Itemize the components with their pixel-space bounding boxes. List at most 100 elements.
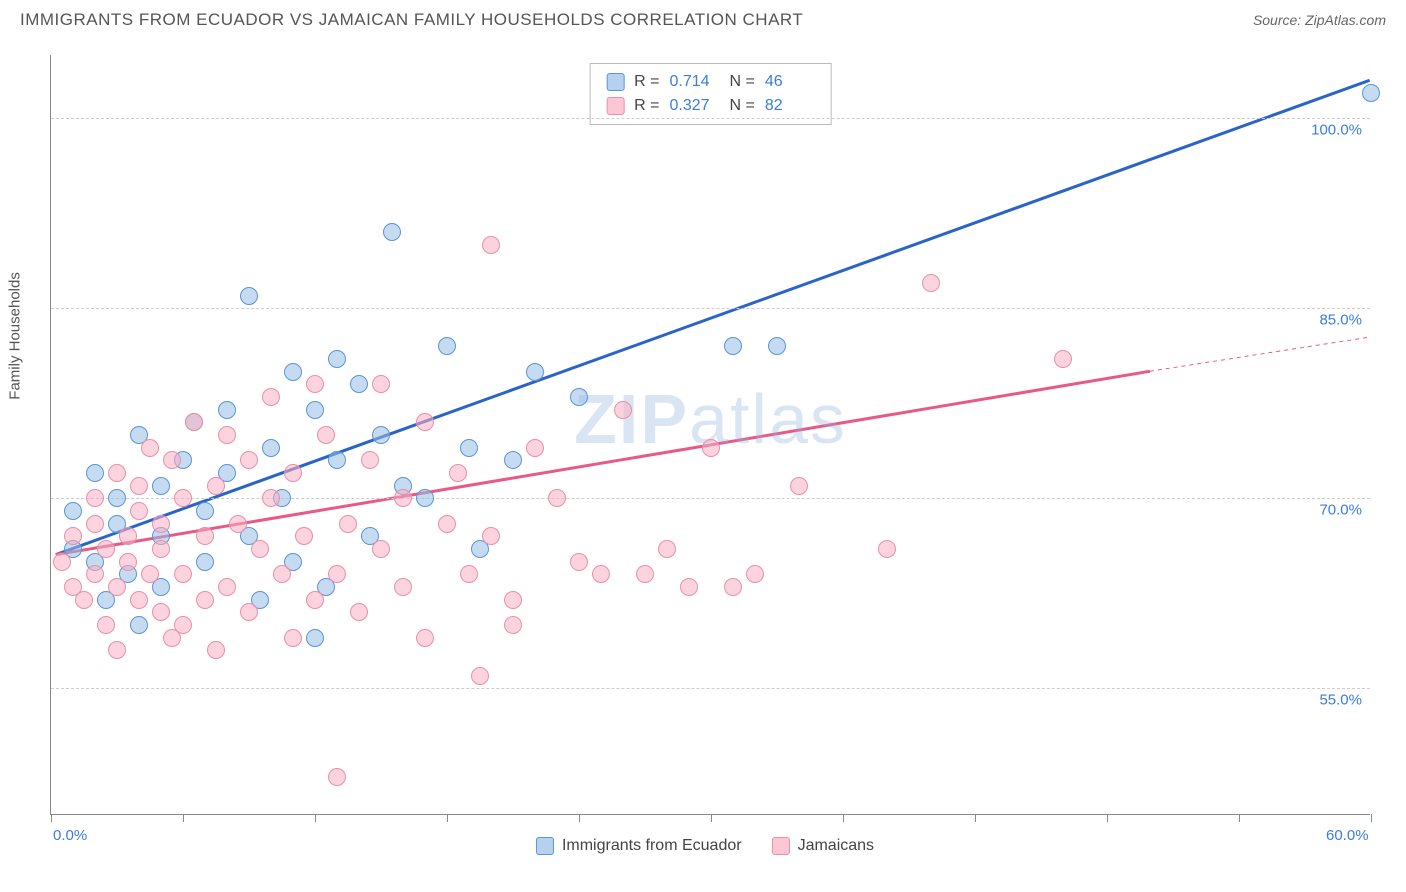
x-tick [447, 814, 448, 822]
data-point [702, 439, 720, 457]
data-point [922, 274, 940, 292]
data-point [262, 439, 280, 457]
x-tick [51, 814, 52, 822]
data-point [130, 477, 148, 495]
data-point [152, 603, 170, 621]
data-point [251, 540, 269, 558]
data-point [504, 616, 522, 634]
data-point [207, 641, 225, 659]
data-point [416, 629, 434, 647]
data-point [284, 363, 302, 381]
stat-n-label: N = [730, 70, 755, 94]
x-tick [183, 814, 184, 822]
data-point [174, 565, 192, 583]
data-point [262, 388, 280, 406]
data-point [97, 616, 115, 634]
stats-legend-box: R = 0.714 N = 46 R = 0.327 N = 82 [589, 63, 832, 125]
y-tick-label: 85.0% [1319, 312, 1362, 329]
gridline-h [51, 118, 1370, 119]
data-point [295, 527, 313, 545]
data-point [119, 553, 137, 571]
data-point [1362, 84, 1380, 102]
data-point [152, 515, 170, 533]
data-point [658, 540, 676, 558]
x-tick [1107, 814, 1108, 822]
data-point [636, 565, 654, 583]
data-point [218, 578, 236, 596]
trend-lines-svg [51, 55, 1370, 814]
data-point [383, 223, 401, 241]
data-point [284, 464, 302, 482]
stat-r-value: 0.327 [670, 94, 720, 118]
y-tick-label: 55.0% [1319, 692, 1362, 709]
data-point [746, 565, 764, 583]
data-point [86, 489, 104, 507]
trend-line-dashed [1150, 337, 1370, 371]
legend-item-ecuador: Immigrants from Ecuador [536, 837, 742, 855]
data-point [526, 439, 544, 457]
x-tick [975, 814, 976, 822]
legend-label: Immigrants from Ecuador [562, 837, 742, 855]
data-point [790, 477, 808, 495]
chart-title: IMMIGRANTS FROM ECUADOR VS JAMAICAN FAMI… [20, 10, 803, 30]
data-point [350, 603, 368, 621]
data-point [482, 236, 500, 254]
stat-r-label: R = [634, 70, 659, 94]
data-point [306, 401, 324, 419]
stat-r-value: 0.714 [670, 70, 720, 94]
stat-n-value: 46 [765, 70, 815, 94]
data-point [108, 578, 126, 596]
x-tick-label: 0.0% [53, 827, 87, 844]
data-point [108, 464, 126, 482]
data-point [592, 565, 610, 583]
data-point [207, 477, 225, 495]
data-point [97, 540, 115, 558]
data-point [108, 641, 126, 659]
bottom-legend: Immigrants from Ecuador Jamaicans [536, 837, 874, 855]
data-point [570, 553, 588, 571]
data-point [306, 375, 324, 393]
gridline-h [51, 688, 1370, 689]
data-point [416, 489, 434, 507]
data-point [372, 540, 390, 558]
data-point [328, 768, 346, 786]
plot-area: ZIPatlas R = 0.714 N = 46 R = 0.327 N = … [50, 55, 1370, 815]
legend-item-jamaicans: Jamaicans [772, 837, 874, 855]
stat-n-value: 82 [765, 94, 815, 118]
data-point [306, 629, 324, 647]
data-point [163, 451, 181, 469]
data-point [240, 287, 258, 305]
data-point [284, 629, 302, 647]
data-point [130, 616, 148, 634]
data-point [141, 439, 159, 457]
data-point [141, 565, 159, 583]
data-point [526, 363, 544, 381]
x-tick [1239, 814, 1240, 822]
x-tick [315, 814, 316, 822]
data-point [64, 502, 82, 520]
data-point [64, 527, 82, 545]
data-point [460, 439, 478, 457]
data-point [196, 591, 214, 609]
data-point [460, 565, 478, 583]
data-point [86, 464, 104, 482]
data-point [680, 578, 698, 596]
data-point [53, 553, 71, 571]
data-point [86, 565, 104, 583]
data-point [328, 565, 346, 583]
data-point [449, 464, 467, 482]
swatch-icon [772, 837, 790, 855]
data-point [196, 553, 214, 571]
chart-container: Family Households ZIPatlas R = 0.714 N =… [20, 40, 1390, 870]
swatch-icon [606, 97, 624, 115]
data-point [482, 527, 500, 545]
trend-line [56, 371, 1150, 554]
data-point [75, 591, 93, 609]
data-point [218, 426, 236, 444]
trend-line [56, 80, 1370, 554]
data-point [240, 603, 258, 621]
data-point [372, 426, 390, 444]
data-point [504, 451, 522, 469]
data-point [394, 489, 412, 507]
data-point [768, 337, 786, 355]
